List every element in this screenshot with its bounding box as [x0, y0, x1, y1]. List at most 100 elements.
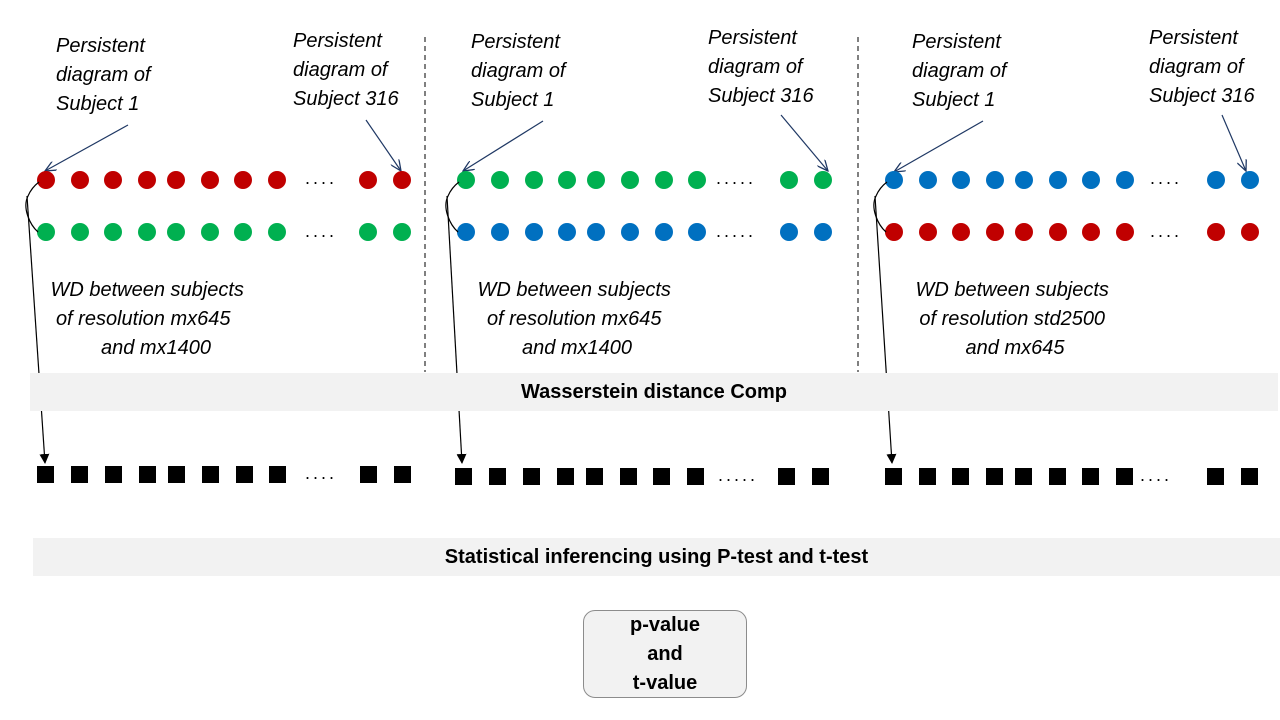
dot: [885, 171, 903, 189]
dot: [457, 223, 475, 241]
dot: [201, 223, 219, 241]
dot: [587, 171, 605, 189]
dot: [1082, 171, 1100, 189]
wd-square: [523, 468, 540, 485]
wasserstein-distance-label: Wasserstein distance Comp: [520, 380, 787, 403]
dot: [525, 223, 543, 241]
arrow-to-first: [463, 120, 544, 171]
panel-1: Persistent diagram of Subject 1 Persiste…: [25, 30, 411, 483]
wd-square-row: [455, 468, 829, 485]
result-line-2: and: [647, 642, 683, 665]
wd-bracket: [873, 181, 888, 233]
wd-square: [489, 468, 506, 485]
dot: [780, 171, 798, 189]
dot: [138, 223, 156, 241]
ellipsis: ....: [305, 168, 337, 188]
statistical-inference-label: Statistical inferencing using P-test and…: [444, 545, 869, 568]
arrow-to-last: [365, 119, 401, 171]
wd-bracket: [25, 181, 40, 233]
dot: [986, 223, 1004, 241]
dot: [621, 223, 639, 241]
wd-square: [919, 468, 936, 485]
dot: [952, 171, 970, 189]
label-first-subject: Persistent diagram of Subject 1: [56, 35, 156, 115]
wd-square: [37, 466, 54, 483]
arrow-to-last: [780, 114, 828, 171]
dot: [71, 223, 89, 241]
label-last-subject: Persistent diagram of Subject 316: [293, 30, 400, 110]
dot: [558, 171, 576, 189]
arrow-to-wd-result: [26, 195, 50, 464]
dot: [491, 171, 509, 189]
ellipsis: ....: [305, 221, 337, 241]
wd-square: [1116, 468, 1133, 485]
wd-description: WD between subjects of resolution std250…: [916, 279, 1115, 359]
dot: [919, 171, 937, 189]
wd-square: [394, 466, 411, 483]
ellipsis: ....: [1140, 465, 1172, 485]
dot: [167, 223, 185, 241]
wd-square: [653, 468, 670, 485]
dot: [37, 223, 55, 241]
statistical-inference-bar: Statistical inferencing using P-test and…: [33, 538, 1280, 576]
dot: [1241, 171, 1259, 189]
wd-square: [885, 468, 902, 485]
wd-square: [1082, 468, 1099, 485]
panel-2: Persistent diagram of Subject 1 Persiste…: [445, 27, 832, 485]
result-line-1: p-value: [629, 613, 701, 636]
ellipsis: ....: [305, 463, 337, 483]
bottom-dot-row: [457, 223, 832, 241]
dot: [1207, 171, 1225, 189]
wd-square: [952, 468, 969, 485]
panel-3: Persistent diagram of Subject 1 Persiste…: [873, 27, 1259, 485]
dot: [1049, 171, 1067, 189]
wd-square: [1207, 468, 1224, 485]
dot: [1082, 223, 1100, 241]
top-dot-row: [37, 171, 411, 189]
arrow-to-last: [1221, 114, 1246, 171]
dot: [621, 171, 639, 189]
ellipsis: ....: [1150, 221, 1182, 241]
dot: [587, 223, 605, 241]
label-first-subject: Persistent diagram of Subject 1: [912, 31, 1012, 111]
dot: [688, 223, 706, 241]
wd-square-row: [885, 468, 1258, 485]
dot: [491, 223, 509, 241]
wd-square: [778, 468, 795, 485]
wd-square: [986, 468, 1003, 485]
wd-square: [105, 466, 122, 483]
wd-square: [71, 466, 88, 483]
arrow-to-wd-result: [446, 195, 467, 464]
dot: [525, 171, 543, 189]
wd-square: [236, 466, 253, 483]
wd-description: WD between subjects of resolution mx645 …: [478, 279, 677, 359]
dot: [1116, 223, 1134, 241]
dot: [167, 171, 185, 189]
dot: [1015, 223, 1033, 241]
dot: [986, 171, 1004, 189]
dot: [1207, 223, 1225, 241]
arrow-to-first: [894, 120, 984, 172]
wd-square: [586, 468, 603, 485]
dot: [1241, 223, 1259, 241]
dot: [655, 223, 673, 241]
dot: [268, 171, 286, 189]
dot: [393, 223, 411, 241]
dot: [952, 223, 970, 241]
arrow-to-wd-result: [874, 195, 897, 464]
dot: [104, 223, 122, 241]
wd-square: [812, 468, 829, 485]
dot: [71, 171, 89, 189]
ellipsis: .....: [716, 221, 756, 241]
wd-square: [620, 468, 637, 485]
dot: [201, 171, 219, 189]
dot: [234, 223, 252, 241]
bottom-dot-row: [37, 223, 411, 241]
result-box: p-value and t-value: [583, 610, 747, 698]
ellipsis: .....: [718, 465, 758, 485]
dot: [359, 223, 377, 241]
dot: [655, 171, 673, 189]
dot: [1049, 223, 1067, 241]
dot: [814, 171, 832, 189]
wd-square: [1049, 468, 1066, 485]
